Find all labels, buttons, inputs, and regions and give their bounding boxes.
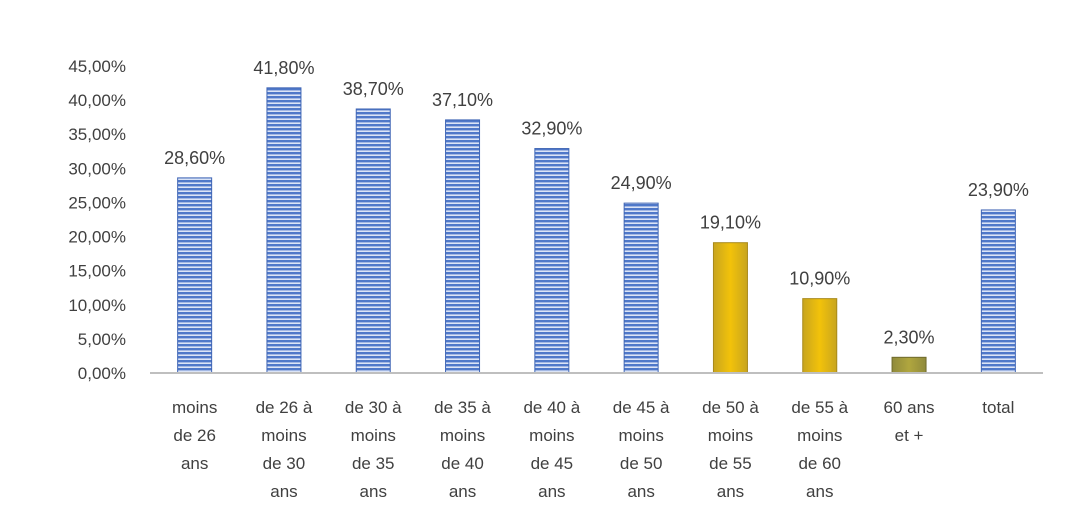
data-label: 41,80% <box>253 58 314 78</box>
bar <box>355 108 391 374</box>
y-tick-label: 5,00% <box>78 330 126 349</box>
y-tick-label: 40,00% <box>68 91 126 110</box>
y-tick-label: 0,00% <box>78 364 126 383</box>
y-tick-label: 35,00% <box>68 125 126 144</box>
x-tick-label: de 45 à moins de 50 ans <box>613 398 670 501</box>
x-tick-label: de 40 à moins de 45 ans <box>523 398 580 501</box>
y-tick-label: 10,00% <box>68 296 126 315</box>
x-tick-label: de 30 à moins de 35 ans <box>345 398 402 501</box>
bar <box>445 119 481 374</box>
bar <box>891 356 927 374</box>
data-label: 23,90% <box>968 180 1029 200</box>
y-tick-label: 25,00% <box>68 193 126 212</box>
x-tick-label: de 50 à moins de 55 ans <box>702 398 759 501</box>
bar <box>712 242 748 374</box>
data-labels: 28,60% 41,80% 38,70% 37,10% 32,90% 24,90% 19,1… <box>164 58 1029 347</box>
y-tick-label: 30,00% <box>68 159 126 178</box>
data-label: 37,10% <box>432 90 493 110</box>
bar <box>623 202 659 374</box>
category-labels: moins de 26 ans de 26 à moins de 30 ans de 30 à… <box>172 398 1014 501</box>
y-tick-label: 15,00% <box>68 262 126 281</box>
bars <box>177 87 1016 374</box>
data-label: 19,10% <box>700 213 761 233</box>
data-label: 38,70% <box>343 79 404 99</box>
x-tick-label: 60 ans et + <box>884 398 935 445</box>
y-tick-label: 20,00% <box>68 228 126 247</box>
bar <box>980 209 1016 374</box>
data-label: 32,90% <box>521 119 582 139</box>
x-tick-label: de 26 à moins de 30 ans <box>256 398 313 501</box>
x-tick-label: total <box>982 398 1014 417</box>
x-tick-label: moins de 26 ans <box>172 398 217 473</box>
data-label: 28,60% <box>164 148 225 168</box>
y-axis-ticks: 0,00% 5,00% 10,00% 15,00% 20,00% 25,00% 30,00%… <box>68 57 126 383</box>
data-label: 24,90% <box>611 173 672 193</box>
bar <box>266 87 302 374</box>
data-label: 10,90% <box>789 269 850 289</box>
data-label: 2,30% <box>884 327 935 347</box>
x-tick-label: de 55 à moins de 60 ans <box>791 398 848 501</box>
y-tick-label: 45,00% <box>68 57 126 76</box>
bar <box>177 177 213 374</box>
bar <box>802 298 838 374</box>
bar <box>534 148 570 374</box>
x-tick-label: de 35 à moins de 40 ans <box>434 398 491 501</box>
